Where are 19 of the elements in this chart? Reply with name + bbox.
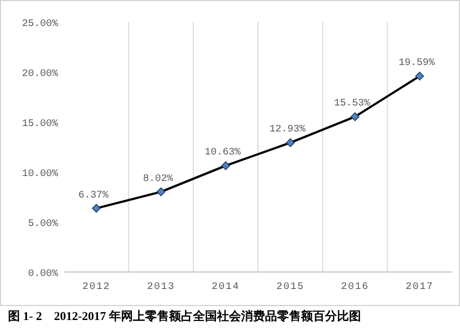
y-tick-label: 15.00% (22, 119, 58, 130)
x-tick-label: 2014 (212, 282, 240, 293)
x-tick-label: 2012 (82, 282, 110, 293)
y-tick-label: 0.00% (28, 269, 58, 280)
data-label: 19.59% (398, 58, 435, 70)
data-label: 8.02% (142, 174, 174, 185)
text: 图 1- 2 2012-2017 年网上零售额占全国社会消费品零售额百分比图 (8, 309, 361, 323)
x-tick-label: 2013 (146, 282, 176, 293)
y-tick-label: 25.00% (22, 19, 58, 30)
data-label: 6.37% (78, 190, 108, 202)
data-label: 15.53% (334, 98, 370, 110)
y-tick-label: 10.00% (22, 169, 58, 180)
data-label: 12.93% (269, 124, 306, 136)
x-tick-label: 2017 (406, 282, 434, 293)
y-tick-label: 5.00% (28, 219, 58, 230)
y-tick-label: 20.00% (22, 69, 58, 80)
x-tick-label: 2016 (340, 282, 370, 293)
data-label: 10.63% (204, 148, 241, 159)
x-tick-label: 2015 (276, 282, 304, 293)
